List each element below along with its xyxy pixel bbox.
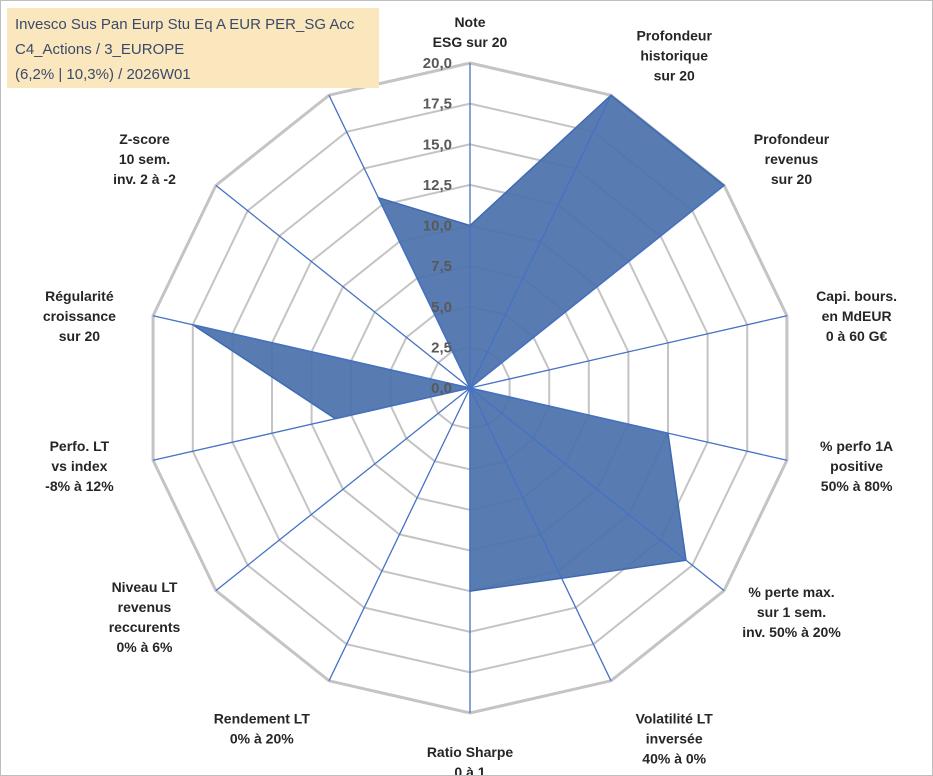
axis-label-line: sur 20 bbox=[654, 67, 695, 83]
axis-spoke bbox=[215, 184, 471, 389]
axis-label-line: Perfo. LT bbox=[50, 438, 110, 454]
fund-category: C4_Actions / 3_EUROPE bbox=[15, 41, 185, 58]
tick-layer: 0,0 2,5 5,0 7,5 10,0 12,5 15,0 17,5 20,0 bbox=[423, 55, 452, 397]
axis-label-line: reccurents bbox=[109, 619, 181, 635]
fund-info-box: Invesco Sus Pan Eurp Stu Eq A EUR PER_SG… bbox=[7, 8, 379, 88]
radial-tick-label: 15,0 bbox=[423, 136, 452, 153]
axis-label: Régularité croissance sur 20 bbox=[43, 288, 116, 344]
axis-label-line: Rendement LT bbox=[214, 711, 311, 727]
axis-label: Profondeur revenus sur 20 bbox=[754, 131, 830, 187]
fund-name: Invesco Sus Pan Eurp Stu Eq A EUR PER_SG… bbox=[15, 16, 355, 33]
axis-label-line: ESG sur 20 bbox=[433, 34, 508, 50]
axis-label: Rendement LT 0% à 20% bbox=[214, 711, 311, 747]
axis-label: Z-score 10 sem. inv. 2 à -2 bbox=[113, 131, 176, 187]
axis-label-line: 0 à 60 G€ bbox=[826, 328, 888, 344]
radial-tick-label: 7,5 bbox=[431, 258, 452, 275]
axis-spoke bbox=[469, 315, 788, 389]
axis-label-line: revenus bbox=[118, 599, 172, 615]
axis-spoke bbox=[469, 387, 612, 682]
axis-label-line: % perfo 1A bbox=[820, 438, 893, 454]
axis-label: Ratio Sharpe 0 à 1 bbox=[427, 744, 514, 775]
axis-label-line: Profondeur bbox=[754, 131, 830, 147]
axis-label-line: revenus bbox=[765, 151, 819, 167]
axis-label: % perte max. sur 1 sem. inv. 50% à 20% bbox=[742, 584, 841, 640]
axis-label-line: Z-score bbox=[119, 131, 170, 147]
axis-spoke bbox=[469, 94, 612, 389]
axis-label-line: vs index bbox=[51, 458, 107, 474]
axis-label-line: sur 20 bbox=[771, 171, 812, 187]
axis-label: Volatilité LT inversée 40% à 0% bbox=[636, 711, 714, 767]
axis-spoke bbox=[469, 184, 725, 389]
axis-label-line: sur 20 bbox=[59, 328, 100, 344]
axis-label-line: Note bbox=[454, 14, 485, 30]
radial-tick-label: 2,5 bbox=[431, 339, 452, 356]
axis-label-line: inversée bbox=[646, 731, 703, 747]
axis-label-line: Niveau LT bbox=[112, 579, 178, 595]
axis-label-line: 10 sem. bbox=[119, 151, 170, 167]
axis-label-line: sur 1 sem. bbox=[757, 604, 826, 620]
axis-label-line: Profondeur bbox=[636, 27, 712, 43]
axis-label-line: en MdEUR bbox=[822, 308, 892, 324]
axis-spoke bbox=[469, 387, 725, 592]
axis-label-line: -8% à 12% bbox=[45, 478, 114, 494]
axis-label-line: 40% à 0% bbox=[642, 751, 706, 767]
axis-label-line: % perte max. bbox=[748, 584, 834, 600]
axis-label-line: inv. 2 à -2 bbox=[113, 171, 176, 187]
axis-label: Profondeur historique sur 20 bbox=[636, 27, 712, 83]
axis-label-line: Volatilité LT bbox=[636, 711, 714, 727]
radial-tick-label: 12,5 bbox=[423, 177, 452, 194]
radial-tick-label: 5,0 bbox=[431, 299, 452, 316]
radial-tick-label: 0,0 bbox=[431, 380, 452, 397]
axis-spoke bbox=[469, 387, 788, 461]
axis-spoke bbox=[215, 387, 471, 592]
axis-label: % perfo 1A positive 50% à 80% bbox=[820, 438, 893, 494]
axis-spoke bbox=[328, 94, 471, 389]
axis-label-line: Ratio Sharpe bbox=[427, 744, 514, 760]
axis-label-line: 50% à 80% bbox=[821, 478, 893, 494]
axis-label-line: 0% à 20% bbox=[230, 731, 294, 747]
axis-label: Capi. bours. en MdEUR 0 à 60 G€ bbox=[816, 288, 897, 344]
axis-label-line: croissance bbox=[43, 308, 116, 324]
radial-tick-label: 10,0 bbox=[423, 218, 452, 235]
radial-tick-label: 17,5 bbox=[423, 96, 452, 113]
axis-label-line: inv. 50% à 20% bbox=[742, 624, 841, 640]
axis-spoke bbox=[152, 387, 471, 461]
axis-label-line: Capi. bours. bbox=[816, 288, 897, 304]
axis-spoke bbox=[152, 315, 471, 389]
fund-performance: (6,2% | 10,3%) / 2026W01 bbox=[15, 66, 191, 83]
axis-label: Perfo. LT vs index -8% à 12% bbox=[45, 438, 114, 494]
axis-label: Niveau LT revenus reccurents 0% à 6% bbox=[109, 579, 181, 655]
axis-label-line: historique bbox=[640, 47, 708, 63]
axis-label: Note ESG sur 20 bbox=[433, 14, 508, 50]
spoke-layer bbox=[152, 63, 788, 713]
axis-spoke bbox=[328, 387, 471, 682]
radial-tick-label: 20,0 bbox=[423, 55, 452, 72]
axis-label-line: 0% à 6% bbox=[116, 639, 173, 655]
axis-label-line: Régularité bbox=[45, 288, 114, 304]
axis-label-line: positive bbox=[830, 458, 883, 474]
axis-label-line: 0 à 1 bbox=[454, 764, 485, 775]
